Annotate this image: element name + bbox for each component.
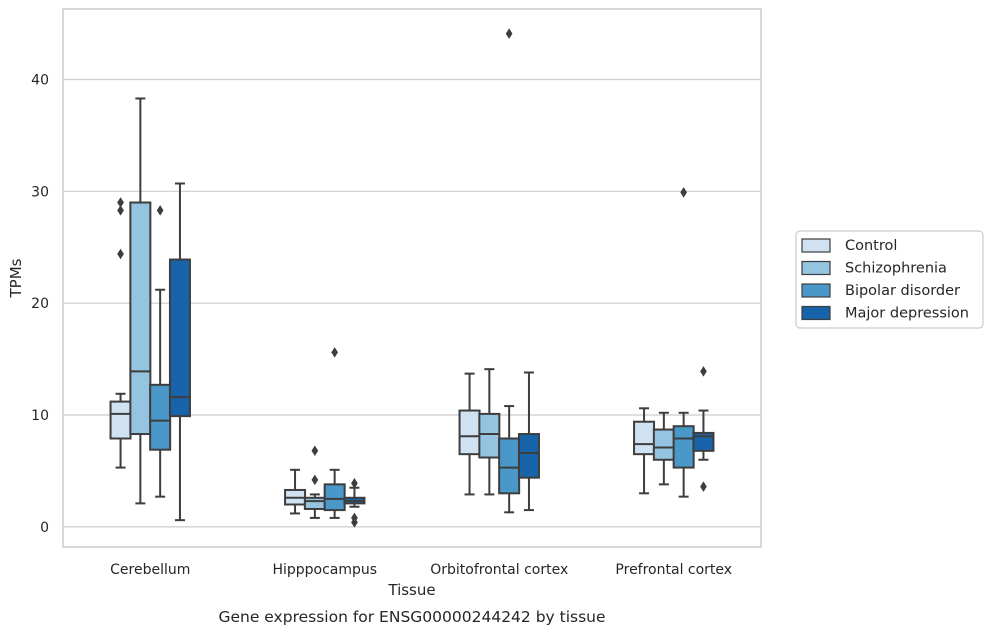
outlier-point [117, 248, 124, 260]
box-schizophrenia [129, 97, 152, 505]
y-tick-label: 30 [31, 184, 49, 200]
box-iqr [498, 437, 521, 495]
legend-swatch [801, 260, 831, 276]
box-schizophrenia [478, 368, 501, 496]
outlier-point [680, 187, 688, 198]
x-tick-label: Orbitofrontal cortex [430, 562, 568, 578]
x-tick-label: Hipppocampus [272, 562, 377, 578]
box-iqr [129, 201, 152, 436]
box-major-depression [168, 182, 191, 522]
legend-entry-label: Major depression [845, 306, 969, 322]
box-iqr [633, 420, 656, 456]
box-iqr [692, 431, 715, 452]
box-major-depression [517, 371, 540, 512]
legend-entry-label: Control [845, 238, 897, 254]
outlier-point [331, 347, 339, 358]
box-control [284, 468, 307, 515]
outlier-point [351, 512, 358, 524]
y-tick-label: 20 [31, 296, 49, 312]
x-tick-labels: Cerebellum Hipppocampus Orbitofrontal cort… [110, 562, 732, 578]
figure-caption: Gene expression for ENSG00000244242 by t… [218, 608, 605, 626]
y-axis-label: TPMs [7, 258, 25, 298]
plot-area-frame [62, 8, 762, 548]
box-iqr [149, 383, 172, 451]
box-bipolar-disorder [672, 187, 695, 498]
outlier-point [311, 474, 319, 486]
outlier-point [117, 197, 124, 208]
legend-entry-label: Schizophrenia [845, 261, 947, 277]
x-tick-label: Prefrontal cortex [615, 562, 732, 578]
box-control [109, 197, 132, 469]
box-iqr [458, 409, 481, 456]
box-iqr [672, 425, 695, 469]
y-tick-labels: 0 10 20 30 40 [31, 72, 49, 535]
box-major-depression [692, 366, 715, 492]
outlier-point [700, 481, 707, 492]
box-series-layer [109, 28, 715, 528]
outlier-point [156, 205, 164, 216]
outlier-point [311, 445, 319, 457]
legend-swatch [801, 305, 831, 321]
box-iqr [168, 258, 191, 418]
box-major-depression [343, 477, 366, 528]
y-tick-label: 10 [31, 408, 49, 424]
outlier-point [117, 205, 124, 216]
box-iqr [109, 400, 132, 440]
x-tick-label: Cerebellum [110, 562, 190, 578]
box-iqr [303, 496, 326, 510]
box-bipolar-disorder [498, 28, 521, 514]
box-bipolar-disorder [149, 205, 172, 498]
legend-swatch [801, 283, 831, 298]
legend-frame [795, 230, 984, 329]
x-axis-label: Tissue [387, 581, 435, 599]
box-iqr [478, 412, 501, 459]
box-iqr [652, 428, 675, 461]
legend-entry-label: Bipolar disorder [845, 283, 960, 299]
outlier-point [351, 477, 358, 489]
legend-swatch [801, 238, 831, 253]
y-tick-label: 40 [31, 72, 49, 88]
outlier-point [700, 366, 707, 377]
y-tick-label: 0 [40, 520, 49, 536]
outlier-point [505, 28, 513, 39]
legend: Control Schizophrenia Bipolar disorder Majo… [795, 230, 984, 329]
box-iqr [323, 483, 346, 512]
box-iqr [517, 433, 540, 479]
